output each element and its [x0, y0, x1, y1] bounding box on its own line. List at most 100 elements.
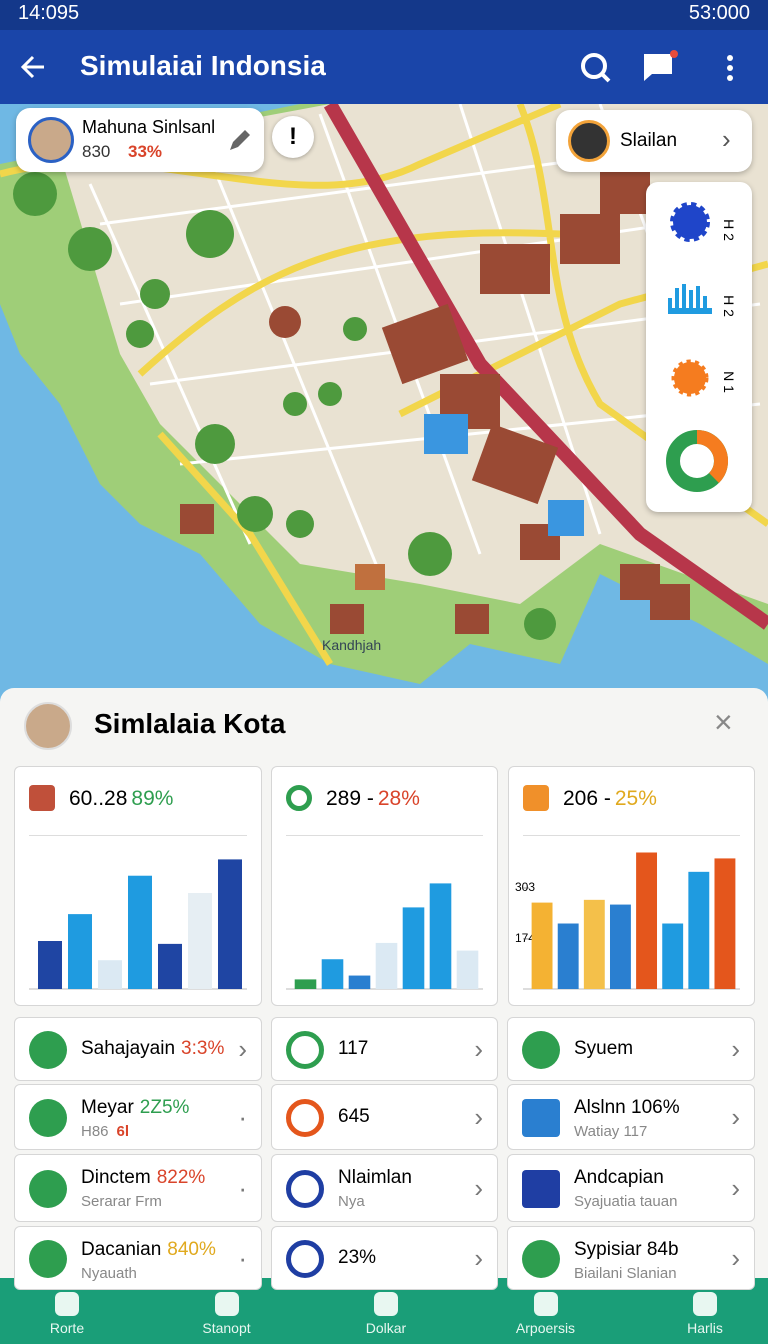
chart-badge: 89% [131, 787, 174, 810]
stat-label-line: Sypisiar 84b [574, 1239, 679, 1261]
chevron: · [238, 1173, 247, 1203]
stat-icon [522, 1099, 560, 1137]
bar [636, 852, 658, 989]
stat-icon [29, 1031, 67, 1069]
stat-sub: Serarar Frm [81, 1193, 162, 1210]
nav-item[interactable]: Stanopt [167, 1278, 287, 1344]
side-label: H 2 [720, 219, 737, 241]
bar-chart: 174 303 [515, 852, 740, 990]
stat-cell[interactable]: 645 › [271, 1084, 498, 1150]
y-tick-label: 174 [515, 931, 535, 945]
chevron: › [474, 1173, 483, 1203]
bar [557, 923, 579, 989]
back-button[interactable] [18, 52, 48, 82]
chevron: › [474, 1102, 483, 1132]
stat-sub-line: Serarar Frm [81, 1193, 162, 1210]
edit-icon[interactable] [226, 128, 252, 154]
nav-label: Harlis [687, 1320, 723, 1336]
nav-icon [55, 1292, 79, 1316]
stat-cell[interactable]: Dinctem 822% Serarar Frm · [14, 1154, 262, 1222]
stat-label: Andcapian [574, 1167, 664, 1188]
stat-icon [522, 1031, 560, 1069]
stat-value: 2Z5% [139, 1097, 190, 1118]
bar [714, 858, 736, 989]
stat-label: 117 [338, 1038, 369, 1059]
bar [402, 907, 425, 989]
close-button[interactable]: × [714, 704, 733, 740]
bar [68, 914, 92, 989]
chevron: › [722, 124, 731, 154]
stat-sub-value: 6l [116, 1123, 130, 1140]
bar [218, 859, 242, 989]
chart-badge: 28% [377, 787, 420, 810]
panel-avatar [24, 702, 72, 750]
bar [662, 923, 684, 989]
stat-icon [286, 1240, 324, 1278]
stat-icon [286, 1031, 324, 1069]
stat-sub: Syajuatia tauan [574, 1193, 678, 1210]
stat-cell[interactable]: Meyar 2Z5% H86 6l · [14, 1084, 262, 1150]
stat-value: 822% [156, 1167, 206, 1188]
stat-cell[interactable]: 23% › [271, 1226, 498, 1290]
divider [523, 835, 740, 836]
stat-cell[interactable]: Nlaimlan Nya › [271, 1154, 498, 1222]
avatar [28, 117, 74, 163]
nav-item[interactable]: Rorte [7, 1278, 127, 1344]
chart-header: 60..28 89% [69, 787, 173, 811]
stat-value: 3:3% [181, 1038, 225, 1059]
chart-icon [29, 785, 55, 811]
stat-icon [29, 1240, 67, 1278]
actions[interactable] [578, 50, 748, 86]
chart-icon [286, 785, 312, 811]
side-label: N 1 [720, 371, 737, 393]
profile-score: 830 [82, 142, 111, 161]
nav-label: Dolkar [365, 1320, 407, 1336]
chevron: · [238, 1102, 247, 1132]
stat-label: 645 [338, 1106, 370, 1127]
stat-sub-line: H86 6l [81, 1123, 129, 1140]
stat-label: 23% [338, 1247, 377, 1268]
stat-label-line: Sahajayain 3:3% [81, 1038, 224, 1060]
stat-cell[interactable]: Sahajayain 3:3% › [14, 1017, 262, 1081]
nav-item[interactable]: Dolkar [326, 1278, 446, 1344]
sun-icon [671, 359, 709, 397]
bar [688, 871, 710, 989]
chevron: › [474, 1034, 483, 1064]
wave-icon [668, 284, 712, 314]
nav-label: Arpoersis [515, 1320, 576, 1336]
stat-sub-line: Watiay 117 [574, 1123, 647, 1140]
stat-label: Alslnn 106% [574, 1097, 680, 1118]
stat-icon [522, 1240, 560, 1278]
bar [294, 979, 317, 989]
stat-label-line: Alslnn 106% [574, 1097, 680, 1119]
battery: 53:000 [688, 2, 750, 24]
stat-cell[interactable]: Sypisiar 84b Biailani Slanian › [507, 1226, 755, 1290]
nav-icon [693, 1292, 717, 1316]
stat-cell[interactable]: 117 › [271, 1017, 498, 1081]
profile-name: Mahuna Sinlsanl [82, 117, 216, 137]
nav-item[interactable]: Harlis [645, 1278, 765, 1344]
bar [531, 902, 553, 989]
chart-header: 289 -28% [326, 787, 420, 811]
nav-item[interactable]: Arpoersis [486, 1278, 606, 1344]
stat-label: Meyar [81, 1097, 134, 1118]
status-bar: 14:095 53:000 [0, 0, 768, 30]
stat-cell[interactable]: Dacanian 840% Nyauath · [14, 1226, 262, 1290]
chip-label: Slailan [620, 130, 678, 151]
alert-button[interactable]: ! [272, 116, 314, 158]
stat-value: 840% [167, 1239, 216, 1260]
location-chip[interactable]: Slailan › [556, 110, 752, 172]
stat-label: Syuem [574, 1038, 634, 1059]
stat-cell[interactable]: Andcapian Syajuatia tauan › [507, 1154, 755, 1222]
bar-chart [286, 883, 483, 990]
stat-cell[interactable]: Syuem › [507, 1017, 755, 1081]
divider [286, 835, 483, 836]
profile-card[interactable]: Mahuna Sinlsanl 830 33% [16, 108, 264, 172]
divider [29, 835, 247, 836]
stat-sub-line: Biailani Slanian [574, 1265, 677, 1282]
map: Kandhjah [0, 104, 768, 704]
stat-label-line: Andcapian [574, 1167, 664, 1189]
stat-label-line: Nlaimlan [338, 1167, 412, 1189]
stat-cell[interactable]: Alslnn 106% Watiay 117 › [507, 1084, 755, 1150]
